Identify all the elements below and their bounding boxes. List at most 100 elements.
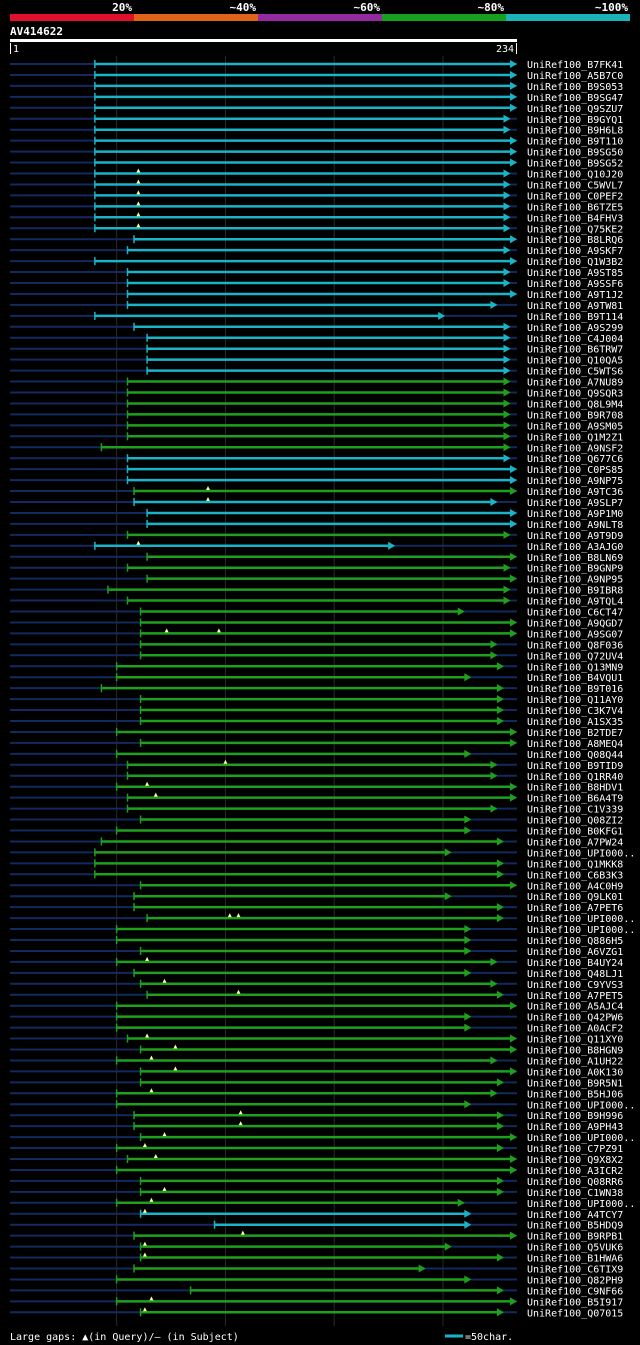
- hit-arrowhead: [490, 1056, 498, 1065]
- hit-row: UniRef100_C4J004: [10, 333, 623, 345]
- hit-label: UniRef100_A9QGD7: [527, 618, 623, 629]
- hit-row: UniRef100_UPI000..: [10, 1132, 635, 1144]
- hit-label: UniRef100_Q48LJ1: [527, 969, 623, 980]
- hit-label: UniRef100_Q11XY0: [527, 1035, 623, 1046]
- hit-row: UniRef100_A0K130: [10, 1066, 623, 1078]
- hit-row: UniRef100_B5HDQ9: [10, 1220, 623, 1232]
- axis-end-label: 234: [496, 44, 514, 55]
- hit-row: UniRef100_C5WTS6: [10, 366, 623, 378]
- hit-arrowhead: [464, 1209, 472, 1218]
- hit-arrowhead: [510, 60, 517, 68]
- hit-row: UniRef100_B9TID9: [10, 759, 623, 772]
- hit-arrowhead: [496, 1144, 504, 1153]
- hit-label: UniRef100_A7PW24: [527, 837, 623, 848]
- hit-row: UniRef100_Q11XY0: [10, 1033, 623, 1046]
- hit-arrowhead: [510, 519, 517, 528]
- hit-label: UniRef100_A8MEQ4: [527, 739, 623, 750]
- hit-label: UniRef100_C3K7V4: [527, 706, 623, 717]
- hit-row: UniRef100_B9H996: [10, 1110, 623, 1122]
- hit-label: UniRef100_A9TW81: [527, 301, 623, 312]
- hit-row: UniRef100_B9SG50: [10, 147, 623, 159]
- hit-row: UniRef100_B0KFG1: [10, 826, 623, 838]
- query-gap-marker: [206, 486, 211, 491]
- hit-row: UniRef100_A9TC36: [10, 486, 623, 498]
- hit-arrowhead: [490, 1089, 498, 1098]
- hit-row: UniRef100_B2TDE7: [10, 727, 623, 739]
- scale-segment: [506, 14, 630, 21]
- hit-row: UniRef100_Q5VUK6: [10, 1241, 623, 1254]
- scale-segment: [134, 14, 258, 21]
- hit-label: UniRef100_B9RPB1: [527, 1232, 623, 1243]
- hit-arrowhead: [503, 213, 511, 222]
- query-gap-marker: [227, 913, 232, 918]
- hit-row: UniRef100_C0PEF2: [10, 190, 623, 202]
- query-gap-marker: [238, 1110, 243, 1115]
- hit-label: UniRef100_C6B3K3: [527, 870, 623, 881]
- hit-row: UniRef100_A5AJC4: [10, 1001, 623, 1013]
- hit-arrowhead: [510, 257, 517, 266]
- hit-arrowhead: [438, 311, 446, 320]
- hit-arrowhead: [464, 1220, 472, 1229]
- hit-arrowhead: [503, 322, 511, 331]
- hit-row: UniRef100_A1UH22: [10, 1055, 623, 1067]
- scale-segment: [10, 14, 134, 21]
- hit-row: UniRef100_Q08RR6: [10, 1176, 623, 1188]
- hit-row: UniRef100_A9TW81: [10, 300, 623, 312]
- hit-row: UniRef100_B4VQU1: [10, 673, 623, 684]
- query-gap-marker: [142, 1252, 147, 1257]
- hit-row: UniRef100_UPI000..: [10, 1197, 635, 1210]
- hit-label: UniRef100_A4TCY7: [527, 1210, 623, 1221]
- hit-arrowhead: [496, 695, 504, 704]
- hit-label: UniRef100_A9P1M0: [527, 509, 623, 520]
- gaps-legend: Large gaps: ▲(in Query)/— (in Subject): [10, 1332, 239, 1343]
- hit-label: UniRef100_Q1M2Z1: [527, 432, 623, 443]
- hit-row: UniRef100_C0PS85: [10, 465, 623, 476]
- hit-arrowhead: [490, 771, 498, 780]
- hit-arrowhead: [510, 476, 517, 485]
- hit-label: UniRef100_C1V339: [527, 805, 623, 816]
- hit-arrowhead: [503, 421, 511, 430]
- hit-label: UniRef100_B9GYQ1: [527, 115, 623, 126]
- hit-label: UniRef100_Q08ZI2: [527, 816, 623, 827]
- hit-row: UniRef100_A9P1M0: [10, 508, 623, 520]
- hit-row: UniRef100_B1HWA6: [10, 1252, 623, 1265]
- hit-arrowhead: [464, 968, 472, 977]
- hit-arrowhead: [510, 1297, 517, 1306]
- query-gap-marker: [149, 1296, 154, 1301]
- hit-arrowhead: [503, 399, 511, 408]
- hit-row: UniRef100_Q11AY0: [10, 695, 623, 706]
- hit-label: UniRef100_Q82PH9: [527, 1275, 623, 1286]
- hit-row: UniRef100_A9T9D9: [10, 530, 623, 542]
- hit-label: UniRef100_C5WTS6: [527, 367, 623, 378]
- hit-label: UniRef100_A6VZG1: [527, 947, 623, 958]
- hit-row: UniRef100_A3ICR2: [10, 1165, 623, 1177]
- query-gap-marker: [136, 201, 141, 206]
- hit-arrowhead: [503, 180, 511, 189]
- hit-row: UniRef100_Q08ZI2: [10, 815, 623, 827]
- hit-label: UniRef100_UPI000..: [527, 1133, 635, 1144]
- hit-label: UniRef100_B6TRW7: [527, 345, 623, 356]
- hit-label: UniRef100_B5I917: [527, 1297, 623, 1308]
- hit-row: UniRef100_A9NSF2: [10, 443, 623, 454]
- hit-row: UniRef100_B9SG47: [10, 92, 623, 104]
- hit-label: UniRef100_B9R5N1: [527, 1078, 623, 1089]
- scale-label: ~100%: [595, 1, 628, 14]
- hit-label: UniRef100_B7FK41: [527, 60, 623, 71]
- hit-label: UniRef100_A9ST85: [527, 268, 623, 279]
- hit-row: UniRef100_Q8L9M4: [10, 399, 623, 410]
- hit-row: UniRef100_UPI000..: [10, 848, 635, 859]
- hit-row: UniRef100_A9NP75: [10, 476, 623, 487]
- hit-label: UniRef100_B8LRQ6: [527, 235, 623, 246]
- hit-row: UniRef100_A5B7C0: [10, 70, 623, 82]
- hit-arrowhead: [496, 1286, 504, 1295]
- query-gap-marker: [142, 1143, 147, 1148]
- hit-row: UniRef100_B5I917: [10, 1296, 623, 1308]
- hit-label: UniRef100_B4UY24: [527, 958, 623, 969]
- hit-arrowhead: [503, 410, 511, 419]
- query-gap-marker: [145, 781, 150, 786]
- hit-label: UniRef100_Q10QA5: [527, 356, 623, 367]
- axis-bar: [10, 39, 517, 42]
- hit-arrowhead: [496, 1253, 504, 1262]
- hit-row: UniRef100_Q9SQR3: [10, 388, 623, 400]
